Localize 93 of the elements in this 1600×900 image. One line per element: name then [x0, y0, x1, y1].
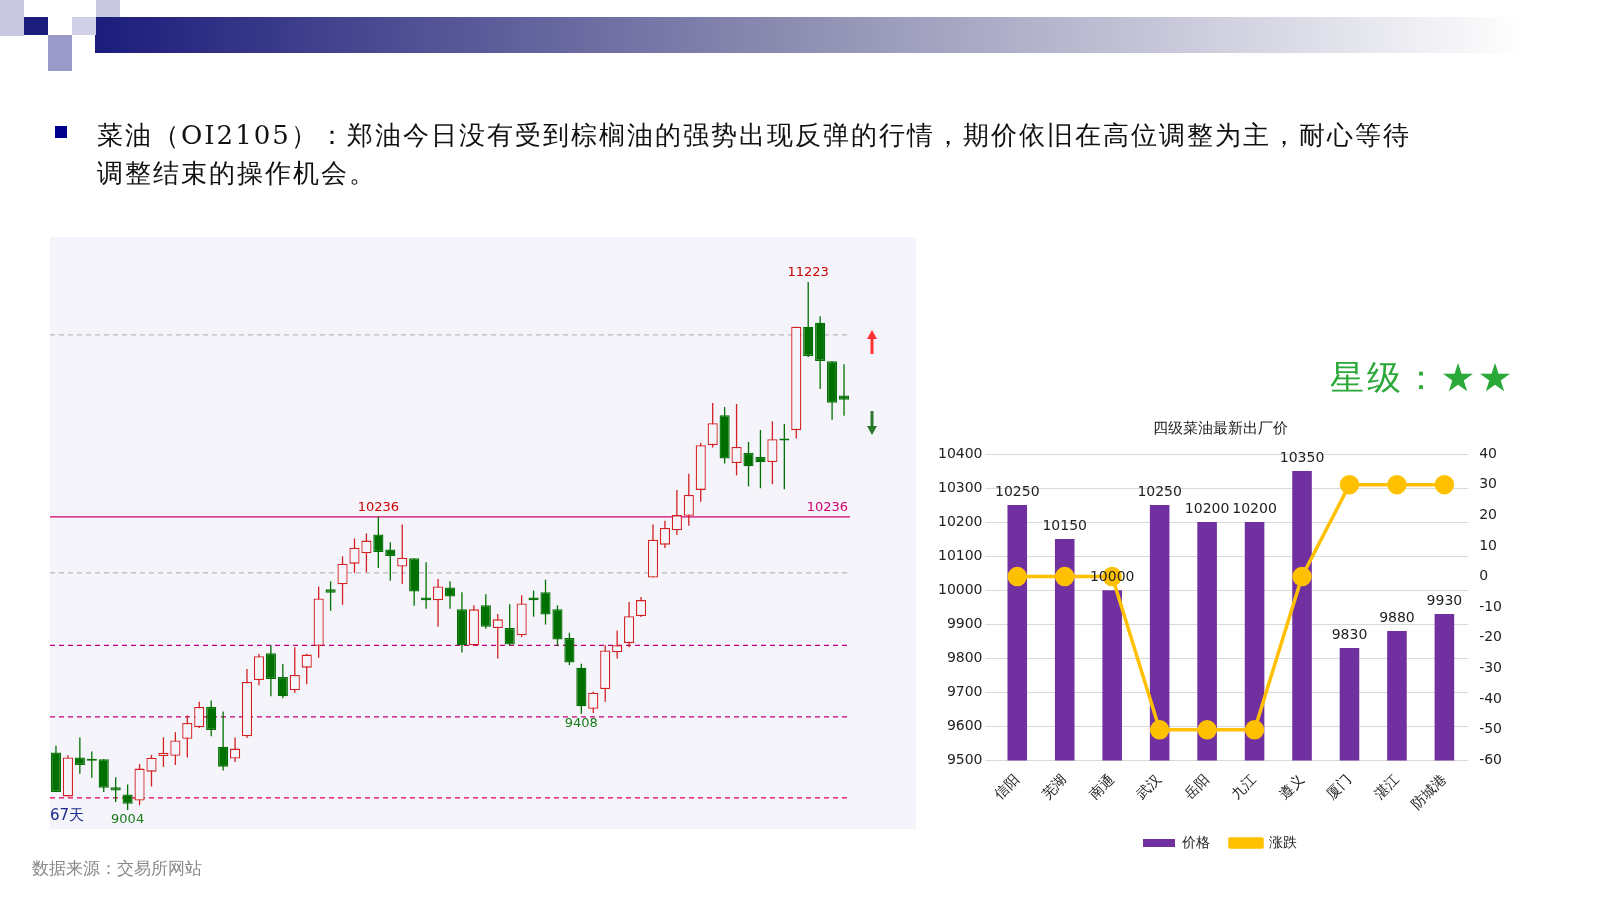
candlestick	[373, 516, 384, 569]
y-tick-label: 10300	[937, 478, 983, 495]
point	[1339, 474, 1360, 495]
data-label: 10200	[1184, 499, 1230, 516]
text: 星级：★★	[1330, 356, 1515, 399]
x-tick-label: 九江	[1228, 770, 1260, 802]
x-tick-label: 芜湖	[1038, 770, 1070, 802]
source-note: 数据来源：交易所网站	[32, 857, 202, 880]
y2-tick-label: -10	[1479, 597, 1503, 614]
candlestick	[74, 736, 85, 775]
annotation: 9004	[111, 810, 145, 826]
point	[1292, 566, 1312, 587]
candlestick	[277, 663, 288, 700]
candlestick	[397, 523, 408, 585]
data-label: 10150	[1042, 516, 1087, 533]
candlestick	[194, 701, 205, 729]
y2-tick-label: -30	[1479, 659, 1503, 676]
candlestick	[480, 593, 491, 630]
candlestick	[731, 403, 742, 477]
candlestick	[218, 710, 229, 772]
candlestick	[767, 420, 778, 485]
y2-tick-label: -20	[1479, 628, 1503, 645]
y2-tick-label: 20	[1479, 505, 1497, 522]
data-label: 9930	[1426, 591, 1463, 608]
candlestick	[743, 441, 754, 487]
data-label: 10250	[1137, 482, 1182, 499]
data-label: 10200	[1232, 499, 1277, 516]
candlestick	[253, 653, 265, 686]
point	[1197, 720, 1217, 740]
candlestick	[110, 776, 121, 803]
data-label: 9880	[1379, 608, 1415, 625]
x-tick-label: 厦门	[1323, 770, 1355, 802]
x-tick-label: 武汉	[1133, 770, 1165, 802]
y2-tick-label: 10	[1479, 536, 1497, 553]
x-tick-label: 南通	[1085, 770, 1117, 802]
ref-line-label: 10236	[806, 498, 848, 514]
y-tick-label: 9800	[946, 648, 983, 665]
candlestick	[432, 578, 444, 628]
candlestick	[385, 541, 396, 582]
candlestick	[444, 580, 456, 610]
y2-tick-label: 0	[1479, 567, 1489, 584]
y2-tick-label: -60	[1479, 751, 1503, 768]
candlestick	[492, 613, 503, 660]
y-tick-label: 10000	[937, 580, 983, 597]
candlestick	[504, 603, 515, 646]
annotation: 10236	[357, 498, 400, 514]
chart-title: 四级菜油最新出厂价	[1152, 418, 1288, 437]
data-label: 9830	[1331, 625, 1368, 642]
x-tick-label: 遵义	[1275, 770, 1307, 802]
candlestick	[755, 429, 766, 489]
y2-tick-label: -50	[1479, 720, 1503, 737]
candlestick	[337, 555, 348, 606]
x-tick-label: 防城港	[1408, 770, 1450, 812]
data-label: 10250	[994, 482, 1040, 499]
legend-label: 涨跌	[1269, 833, 1297, 850]
y-tick-label: 10200	[937, 512, 983, 529]
legend-label: 价格	[1181, 833, 1210, 850]
point	[1149, 720, 1170, 740]
candlestick	[349, 537, 360, 574]
candlestick	[265, 644, 276, 697]
x-tick-label: 信阳	[990, 770, 1022, 802]
candlestick	[707, 402, 718, 449]
candlestick	[683, 473, 694, 527]
annotation: 9408	[564, 714, 598, 730]
y2-tick-label: 40	[1479, 444, 1497, 461]
y-tick-label: 9500	[946, 751, 983, 768]
y-tick-label: 9600	[946, 717, 983, 734]
candlestick	[671, 489, 682, 536]
candlestick	[158, 736, 169, 768]
point	[1387, 474, 1407, 495]
y-tick-label: 9900	[946, 614, 983, 631]
y-tick-label: 9700	[946, 682, 983, 699]
y-tick-label: 10400	[937, 444, 983, 461]
y2-tick-label: 30	[1479, 475, 1497, 492]
point	[1007, 566, 1028, 587]
y2-tick-label: -40	[1479, 689, 1503, 706]
candlestick	[206, 699, 217, 737]
point	[1244, 720, 1265, 740]
candlestick	[230, 736, 241, 763]
y-tick-label: 10100	[937, 546, 983, 563]
point	[1434, 474, 1455, 495]
annotation: 11223	[787, 263, 829, 279]
candlestick	[361, 532, 372, 573]
x-tick-label: 湛江	[1370, 770, 1402, 802]
candlestick	[612, 629, 623, 660]
data-label: 10350	[1279, 448, 1325, 465]
point	[1054, 566, 1075, 587]
chart-title: 菜油（OI2105）：郑油今日没有受到棕榈油的强势出现反弹的行情，期价依旧在高位调整为主，耐心等待调整结束的操作机会。	[97, 119, 1412, 190]
x-tick-label: 岳阳	[1180, 770, 1212, 802]
candlestick	[122, 783, 133, 811]
candlestick	[146, 754, 157, 788]
candlestick	[564, 632, 575, 666]
annotation: 67天	[50, 806, 85, 825]
